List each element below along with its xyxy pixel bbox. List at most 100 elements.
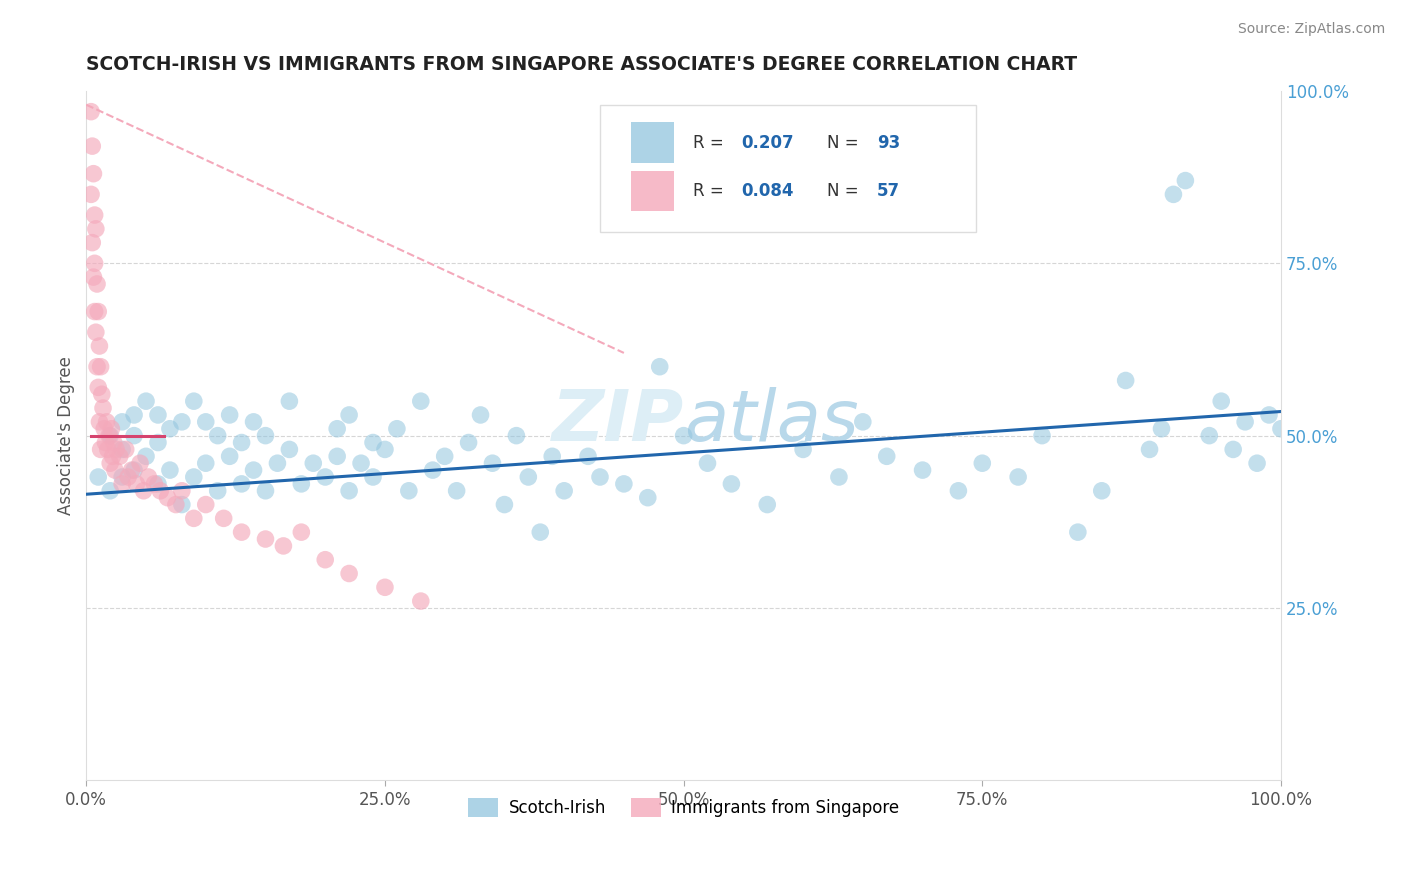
Point <box>170 415 193 429</box>
Point <box>121 463 143 477</box>
Point <box>218 450 240 464</box>
Point <box>122 428 145 442</box>
Point <box>1163 187 1185 202</box>
Point <box>1007 470 1029 484</box>
Point <box>1270 422 1292 436</box>
Point <box>266 456 288 470</box>
Point <box>159 463 181 477</box>
Text: Source: ZipAtlas.com: Source: ZipAtlas.com <box>1237 22 1385 37</box>
Point <box>529 525 551 540</box>
Point <box>83 256 105 270</box>
Point <box>83 208 105 222</box>
Text: 0.207: 0.207 <box>741 134 793 152</box>
Point <box>1115 374 1137 388</box>
Point <box>337 566 360 581</box>
Point <box>194 415 217 429</box>
FancyBboxPatch shape <box>631 122 673 163</box>
Point <box>82 270 104 285</box>
Point <box>87 304 110 318</box>
Point <box>108 450 131 464</box>
Point <box>91 401 114 415</box>
Point <box>132 483 155 498</box>
Point <box>103 435 125 450</box>
Point <box>135 394 157 409</box>
Point <box>86 277 108 291</box>
Point <box>613 476 636 491</box>
Point <box>1258 408 1281 422</box>
Point <box>374 442 396 457</box>
Point <box>117 470 139 484</box>
Point <box>948 483 970 498</box>
Point <box>93 422 115 436</box>
Point <box>80 187 103 202</box>
Point <box>1234 415 1257 429</box>
Point <box>135 450 157 464</box>
Text: SCOTCH-IRISH VS IMMIGRANTS FROM SINGAPORE ASSOCIATE'S DEGREE CORRELATION CHART: SCOTCH-IRISH VS IMMIGRANTS FROM SINGAPOR… <box>86 55 1077 74</box>
Point <box>82 167 104 181</box>
Point <box>1067 525 1090 540</box>
Text: 0.084: 0.084 <box>741 182 793 200</box>
Text: ZIP: ZIP <box>551 387 683 457</box>
Point <box>326 422 349 436</box>
Point <box>89 339 111 353</box>
Point <box>98 483 121 498</box>
Point <box>105 442 128 457</box>
Point <box>852 415 875 429</box>
Point <box>911 463 934 477</box>
Point <box>326 450 349 464</box>
Point <box>101 450 124 464</box>
Point <box>111 476 134 491</box>
Point <box>1031 428 1053 442</box>
Point <box>696 456 718 470</box>
Point <box>1174 173 1197 187</box>
Point <box>314 470 336 484</box>
Point <box>409 394 432 409</box>
Point <box>114 442 136 457</box>
Point <box>146 435 169 450</box>
Point <box>1198 428 1220 442</box>
Point <box>576 450 599 464</box>
Point <box>361 470 384 484</box>
Text: N =: N = <box>827 182 863 200</box>
Text: R =: R = <box>693 182 730 200</box>
Text: atlas: atlas <box>683 387 858 457</box>
Text: 93: 93 <box>877 134 900 152</box>
Point <box>207 483 229 498</box>
Point <box>83 304 105 318</box>
Point <box>87 380 110 394</box>
Point <box>82 235 104 250</box>
Point <box>97 442 120 457</box>
Point <box>541 450 564 464</box>
Point <box>129 456 152 470</box>
Point <box>143 476 166 491</box>
Point <box>553 483 575 498</box>
Point <box>104 463 127 477</box>
Point <box>337 408 360 422</box>
Point <box>122 408 145 422</box>
Point <box>89 415 111 429</box>
Point <box>385 422 408 436</box>
Point <box>242 463 264 477</box>
Point <box>254 428 277 442</box>
Point <box>470 408 492 422</box>
Point <box>672 428 695 442</box>
Point <box>972 456 994 470</box>
Y-axis label: Associate's Degree: Associate's Degree <box>58 356 75 515</box>
Point <box>876 450 898 464</box>
Point <box>637 491 659 505</box>
Point <box>170 483 193 498</box>
Point <box>314 552 336 566</box>
Point <box>111 470 134 484</box>
Point <box>273 539 295 553</box>
Point <box>207 428 229 442</box>
Text: 57: 57 <box>877 182 900 200</box>
Point <box>122 463 145 477</box>
Point <box>218 408 240 422</box>
Point <box>149 483 172 498</box>
Point <box>290 525 312 540</box>
Point <box>1139 442 1161 457</box>
Point <box>494 498 516 512</box>
Point <box>1211 394 1233 409</box>
Point <box>792 442 814 457</box>
Point <box>337 483 360 498</box>
